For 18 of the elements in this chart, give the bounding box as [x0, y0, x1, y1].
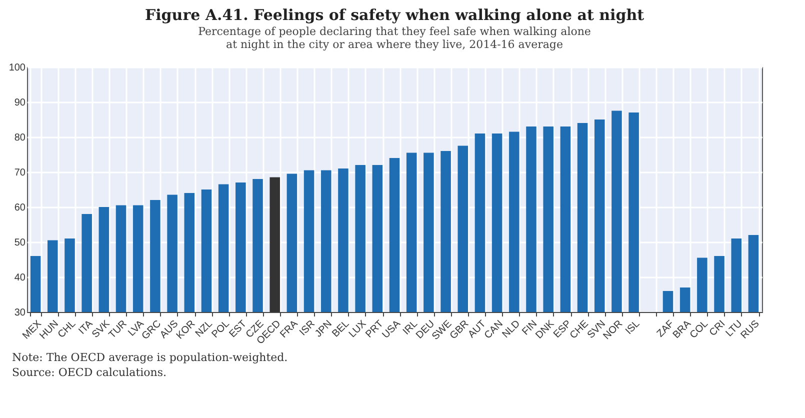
chart-title: Figure A.41. Feelings of safety when walking alone at night	[144, 6, 644, 24]
y-tick-label: 50	[14, 238, 26, 248]
y-tick-label: 30	[14, 308, 26, 318]
y-tick-label: 70	[14, 168, 26, 178]
y-tick-label: 60	[14, 202, 26, 214]
y-tick-label: 90	[14, 98, 26, 108]
x-tick-label: FRA	[278, 318, 300, 340]
x-tick-label: TUR	[106, 318, 130, 341]
x-tick-label: USA	[380, 318, 404, 341]
source-note: Source: OECD calculations.	[12, 365, 168, 380]
x-tick-label: NLD	[500, 318, 522, 340]
y-tick-label: 80	[14, 132, 26, 144]
x-tick-label: ISR	[298, 318, 318, 338]
text: Note: The OECD average is population-weighted.	[12, 350, 289, 365]
chart-subtitle: Percentage of people declaring that they feel safe when walking alone at night in the city or area where they live, 2014-16 average	[198, 25, 591, 51]
y-tick-label: 40	[14, 272, 26, 284]
y-tick-label: 100	[8, 62, 26, 74]
x-tick-label: ISL	[624, 318, 642, 337]
